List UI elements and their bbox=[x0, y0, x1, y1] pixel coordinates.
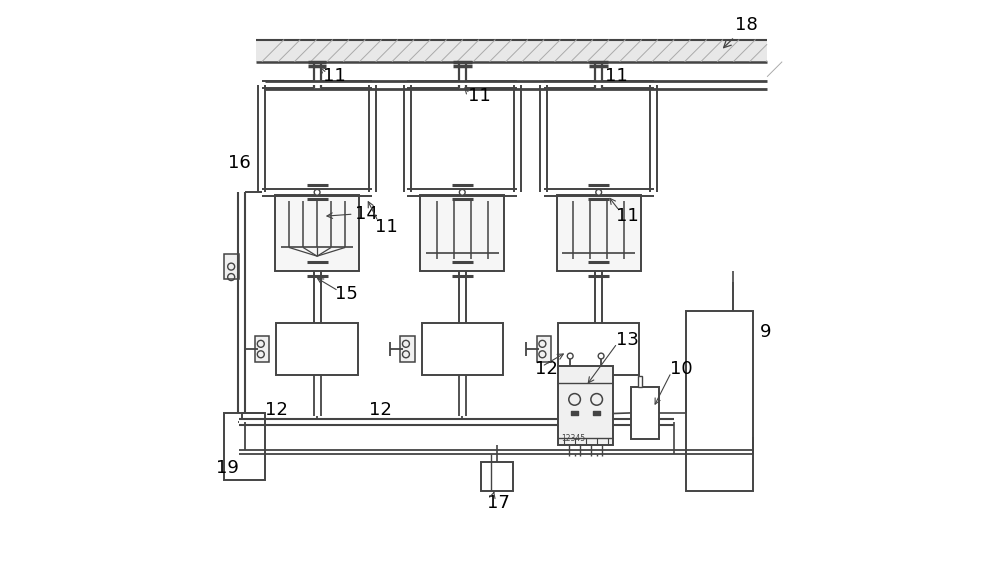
Bar bbox=[275, 195, 359, 271]
Bar bbox=[481, 462, 513, 491]
Text: 11: 11 bbox=[375, 218, 398, 236]
Text: 11: 11 bbox=[468, 87, 491, 105]
Circle shape bbox=[596, 189, 602, 195]
Text: 9: 9 bbox=[760, 322, 772, 340]
Bar bbox=[420, 195, 504, 271]
Bar bbox=[537, 336, 551, 362]
Text: 13: 13 bbox=[616, 331, 639, 349]
Bar bbox=[558, 323, 639, 375]
Circle shape bbox=[598, 353, 604, 359]
Text: 11: 11 bbox=[616, 207, 639, 225]
Bar bbox=[558, 367, 613, 445]
Text: 14: 14 bbox=[355, 205, 378, 223]
Bar bbox=[400, 336, 415, 362]
Bar bbox=[255, 336, 269, 362]
Circle shape bbox=[567, 353, 573, 359]
Text: 19: 19 bbox=[216, 459, 238, 477]
Bar bbox=[631, 387, 659, 439]
Circle shape bbox=[314, 189, 320, 195]
Bar bbox=[276, 323, 358, 375]
Circle shape bbox=[459, 189, 465, 195]
Text: 12345: 12345 bbox=[561, 434, 585, 443]
Bar bbox=[256, 40, 767, 62]
Bar bbox=[422, 323, 503, 375]
Text: 12: 12 bbox=[535, 360, 558, 378]
Text: 10: 10 bbox=[670, 360, 693, 378]
Bar bbox=[224, 413, 265, 480]
Bar bbox=[557, 195, 641, 271]
Text: 11: 11 bbox=[605, 67, 627, 85]
Text: 12: 12 bbox=[369, 401, 392, 419]
Bar bbox=[224, 254, 239, 279]
Text: 16: 16 bbox=[228, 154, 251, 172]
Bar bbox=[686, 311, 753, 491]
Text: 11: 11 bbox=[323, 67, 346, 85]
Text: 18: 18 bbox=[724, 16, 758, 48]
Bar bbox=[638, 377, 642, 387]
Text: 12: 12 bbox=[265, 401, 288, 419]
Text: 15: 15 bbox=[335, 285, 357, 303]
Text: 17: 17 bbox=[487, 494, 510, 512]
